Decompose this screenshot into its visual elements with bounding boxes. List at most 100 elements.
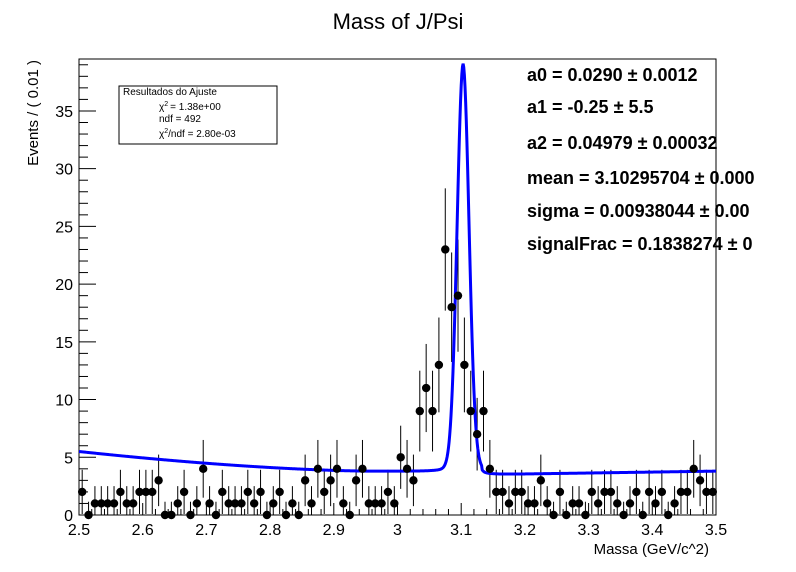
data-point — [428, 406, 437, 416]
data-point — [453, 291, 463, 300]
data-point — [237, 499, 246, 508]
data-point — [154, 476, 163, 485]
data-point — [249, 499, 259, 508]
data-point — [504, 499, 514, 508]
data-point — [651, 499, 660, 508]
x-tick-label: 2.5 — [68, 522, 90, 539]
data-point — [441, 245, 450, 254]
data-point — [472, 429, 482, 439]
data-point — [109, 499, 119, 508]
data-point — [90, 499, 100, 508]
y-axis-title: Events / ( 0.01 ) — [25, 60, 42, 166]
data-point — [434, 360, 444, 370]
data-point — [116, 487, 125, 497]
data-point — [664, 510, 673, 520]
data-point — [593, 499, 603, 508]
y-tick-label: 35 — [55, 104, 73, 121]
y-tick-label: 5 — [64, 450, 73, 467]
data-point — [275, 487, 284, 497]
data-point — [383, 487, 393, 497]
chart-title: Mass of J/Psi — [333, 9, 464, 34]
data-point — [632, 487, 641, 497]
data-point — [77, 487, 87, 497]
data-point — [167, 510, 176, 520]
data-point — [300, 476, 310, 485]
stats-ndf: ndf = 492 — [159, 114, 201, 125]
data-point — [173, 499, 182, 508]
stats-header: Resultados do Ajuste — [123, 87, 217, 98]
data-point — [339, 499, 348, 508]
data-point — [262, 510, 272, 520]
x-tick-label: 2.9 — [323, 522, 345, 539]
data-point — [294, 510, 303, 520]
data-point — [377, 499, 386, 508]
data-point — [683, 487, 692, 497]
data-point — [320, 487, 329, 497]
data-point — [466, 406, 475, 416]
param-mean: mean = 3.10295704 ± 0.000 — [527, 168, 755, 188]
fit-stats-box: Resultados do Ajuste χ2 = 1.38e+00 ndf = … — [118, 85, 278, 145]
data-point — [498, 487, 507, 497]
data-point — [517, 487, 526, 497]
data-points — [77, 245, 718, 520]
x-tick-label: 3 — [393, 522, 402, 539]
data-point — [676, 487, 686, 497]
data-point — [689, 464, 698, 474]
y-tick-label: 30 — [55, 162, 73, 179]
data-point — [205, 499, 214, 508]
data-point — [281, 510, 291, 520]
data-point — [84, 510, 93, 520]
x-tick-label: 3.1 — [450, 522, 472, 539]
stats-box-frame — [118, 85, 278, 145]
data-point — [606, 487, 616, 497]
data-point — [587, 487, 596, 497]
x-tick-label: 3.4 — [641, 522, 663, 539]
data-point — [307, 499, 316, 508]
data-point — [555, 487, 565, 497]
data-point — [415, 406, 424, 416]
data-point — [313, 464, 323, 474]
data-point — [351, 476, 361, 485]
data-point — [243, 487, 253, 497]
data-point — [460, 360, 469, 370]
data-point — [536, 476, 546, 485]
y-tick-label: 0 — [64, 508, 73, 525]
data-point — [574, 499, 584, 508]
data-point — [141, 487, 151, 497]
fit-curve — [78, 63, 717, 476]
data-point — [269, 499, 278, 508]
data-point — [644, 487, 654, 497]
data-point — [218, 487, 227, 497]
y-tick-label: 15 — [55, 335, 73, 352]
data-point — [358, 464, 367, 474]
x-tick-label: 2.8 — [259, 522, 281, 539]
stats-chi2: χ2 = 1.38e+00 — [159, 101, 221, 113]
data-point — [128, 499, 138, 508]
y-tick-label: 20 — [55, 277, 73, 294]
data-point — [402, 464, 412, 474]
data-point — [523, 499, 533, 508]
data-point — [581, 510, 590, 520]
x-tick-label: 3.2 — [514, 522, 536, 539]
data-point — [332, 464, 342, 474]
data-point — [409, 476, 418, 485]
data-point — [103, 499, 112, 508]
data-point — [230, 499, 240, 508]
data-point — [568, 499, 577, 508]
data-point — [421, 383, 431, 393]
data-point — [148, 487, 157, 497]
data-point — [657, 487, 667, 497]
data-point — [511, 487, 520, 497]
data-point — [638, 510, 647, 520]
data-point — [179, 487, 189, 497]
data-point — [288, 499, 297, 508]
data-point — [396, 453, 405, 462]
data-point — [135, 487, 144, 497]
data-point — [160, 510, 170, 520]
data-point — [625, 499, 635, 508]
data-point — [186, 510, 195, 520]
data-point — [371, 499, 380, 508]
data-point — [192, 499, 202, 508]
data-point — [613, 499, 622, 508]
